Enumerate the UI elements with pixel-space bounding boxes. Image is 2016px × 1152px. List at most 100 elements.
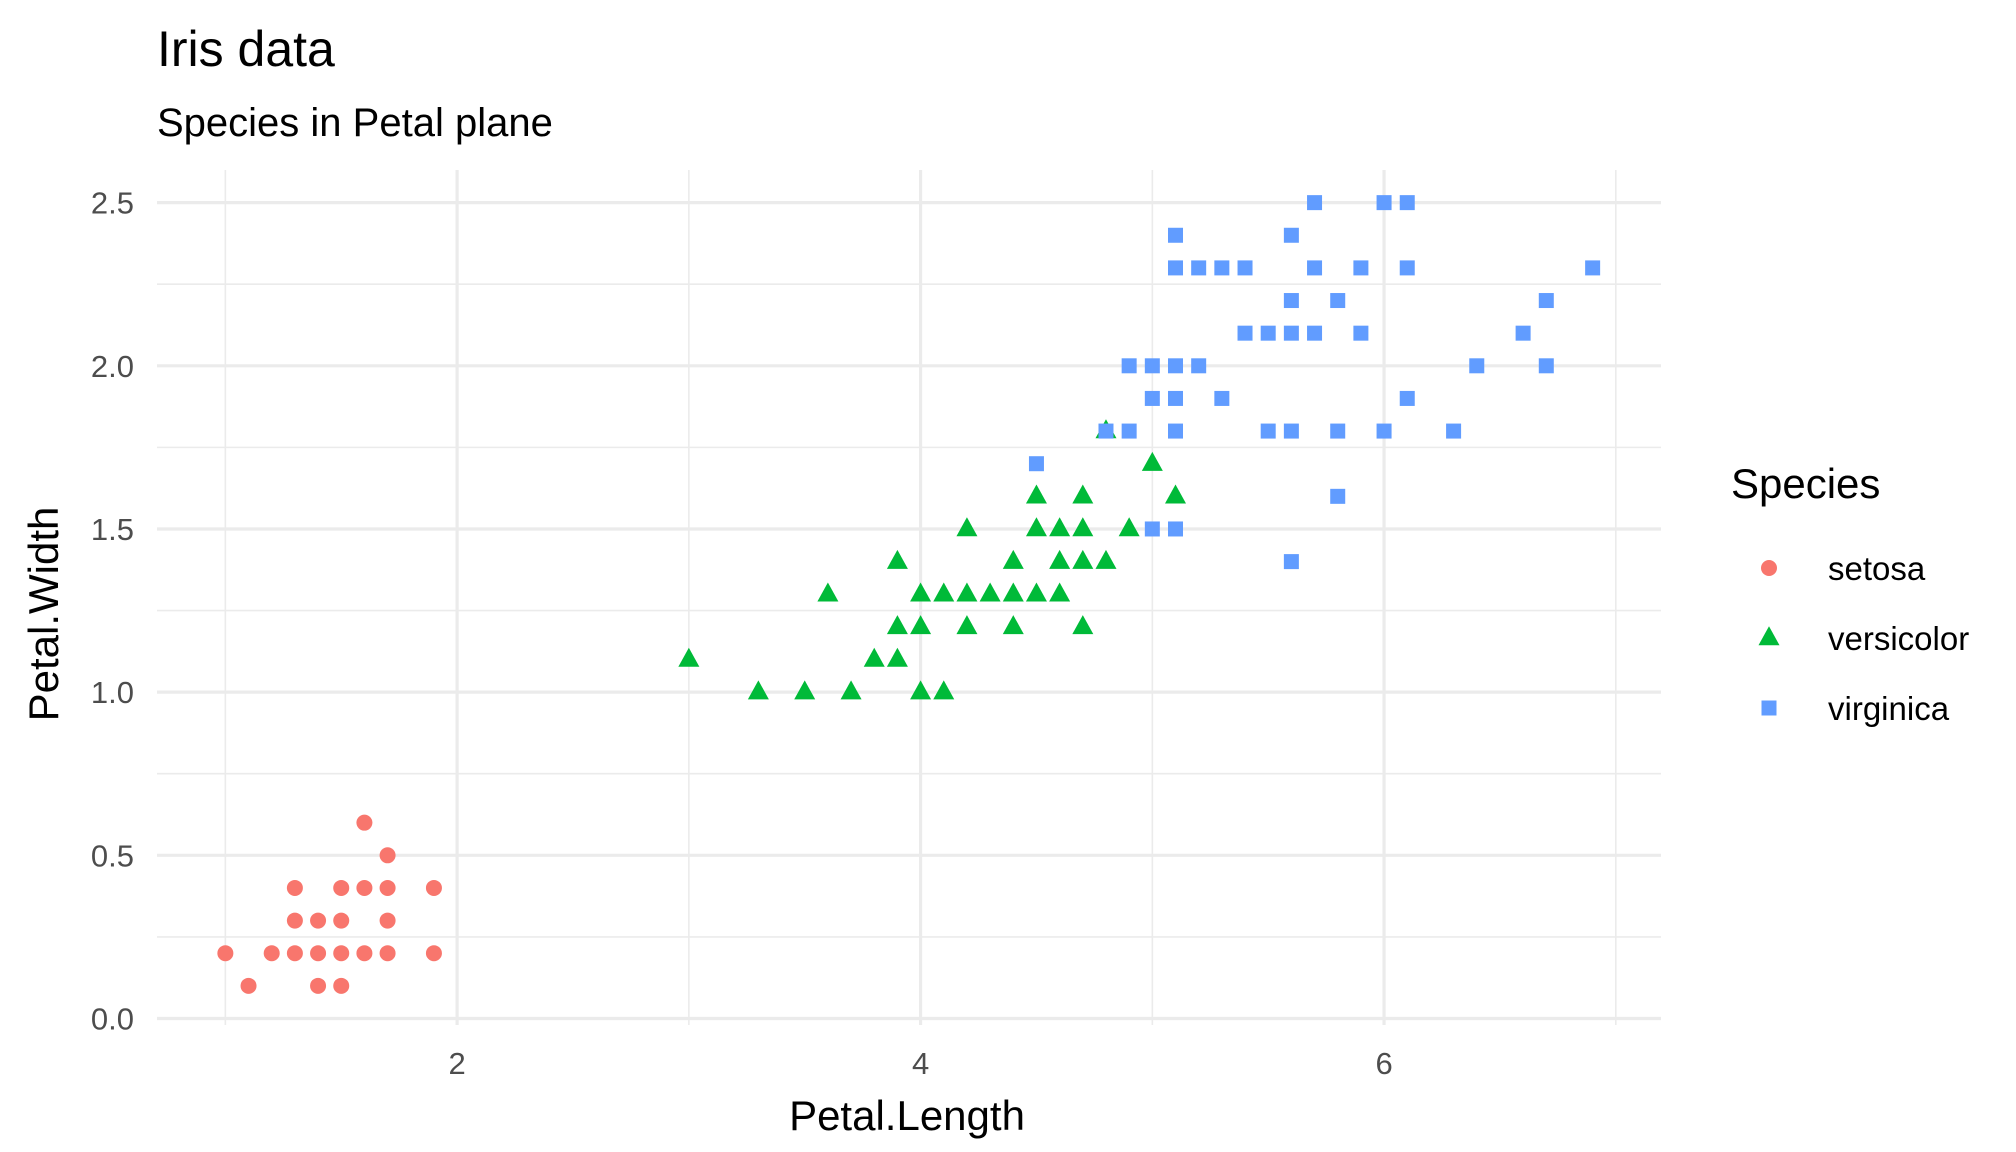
series-virginica [1028,195,1601,570]
chart-subtitle: Species in Petal plane [157,101,553,145]
virginica-point [1399,195,1415,211]
virginica-point [1376,423,1392,439]
versicolor-point [1049,549,1071,569]
versicolor-point [1002,549,1024,569]
virginica-point [1121,423,1137,439]
virginica-point [1330,423,1346,439]
virginica-point [1260,325,1276,341]
setosa-point [379,847,396,864]
virginica-point [1168,227,1184,243]
virginica-point [1538,358,1554,374]
virginica-point [1168,521,1184,537]
x-tick-label: 6 [1375,1046,1392,1081]
setosa-point [310,977,327,994]
virginica-point [1168,423,1184,439]
data-points [217,195,1601,994]
virginica-point [1191,358,1207,374]
major-gridlines [157,170,1661,1025]
legend-key-setosa [1761,560,1777,576]
versicolor-point [1072,517,1094,537]
virginica-point [1307,260,1323,276]
versicolor-point [794,680,816,700]
virginica-point [1399,390,1415,406]
versicolor-point [1141,451,1163,471]
setosa-point [286,912,303,929]
versicolor-point [1049,582,1071,602]
virginica-point [1168,260,1184,276]
series-versicolor [678,419,1187,700]
x-axis-label: Petal.Length [789,1092,1025,1139]
setosa-point [333,879,350,896]
minor-gridlines [157,170,1661,1025]
y-tick-label: 0.0 [91,1001,134,1036]
legend: Species setosa versicolor virginica [1731,460,1969,727]
x-axis-ticks: 2 4 6 [448,1046,1392,1081]
versicolor-point [933,582,955,602]
virginica-point [1098,423,1114,439]
legend-entry-versicolor: versicolor [1758,620,1969,657]
virginica-point [1283,554,1299,570]
setosa-point [217,945,234,962]
x-tick-label: 2 [448,1046,465,1081]
virginica-point [1330,488,1346,504]
virginica-point [1168,390,1184,406]
versicolor-point [1165,484,1187,504]
virginica-point [1191,260,1207,276]
x-tick-label: 4 [912,1046,929,1081]
versicolor-point [1002,615,1024,635]
versicolor-point [1049,517,1071,537]
versicolor-point [747,680,769,700]
virginica-point [1283,227,1299,243]
versicolor-point [910,615,932,635]
setosa-point [356,879,373,896]
versicolor-point [840,680,862,700]
versicolor-point [863,647,885,667]
setosa-point [310,912,327,929]
legend-label: virginica [1828,690,1950,727]
y-tick-label: 0.5 [91,838,134,873]
legend-label: versicolor [1828,620,1969,657]
versicolor-point [979,582,1001,602]
setosa-point [356,945,373,962]
setosa-point [240,977,257,994]
setosa-point [286,879,303,896]
virginica-point [1121,358,1137,374]
versicolor-point [956,582,978,602]
setosa-point [333,945,350,962]
setosa-point [379,945,396,962]
legend-entries: setosa versicolor virginica [1758,550,1969,727]
versicolor-point [1025,582,1047,602]
setosa-point [333,912,350,929]
setosa-point [333,977,350,994]
y-tick-label: 1.5 [91,512,134,547]
virginica-point [1585,260,1601,276]
virginica-point [1144,390,1160,406]
y-axis-ticks: 0.0 0.5 1.0 1.5 2.0 2.5 [91,186,134,1037]
versicolor-point [1072,615,1094,635]
setosa-point [425,945,442,962]
versicolor-point [933,680,955,700]
virginica-point [1214,260,1230,276]
versicolor-point [1002,582,1024,602]
versicolor-point [1025,484,1047,504]
versicolor-point [956,517,978,537]
virginica-point [1330,293,1346,309]
legend-entry-setosa: setosa [1761,550,1926,587]
chart-title: Iris data [157,21,335,77]
setosa-point [379,879,396,896]
virginica-point [1144,358,1160,374]
virginica-point [1376,195,1392,211]
virginica-point [1237,325,1253,341]
virginica-point [1283,423,1299,439]
setosa-point [310,945,327,962]
virginica-point [1353,260,1369,276]
virginica-point [1353,325,1369,341]
virginica-point [1307,325,1323,341]
legend-key-virginica [1761,700,1777,716]
y-tick-label: 1.0 [91,675,134,710]
virginica-point [1283,293,1299,309]
virginica-point [1260,423,1276,439]
virginica-point [1515,325,1531,341]
versicolor-point [1095,549,1117,569]
